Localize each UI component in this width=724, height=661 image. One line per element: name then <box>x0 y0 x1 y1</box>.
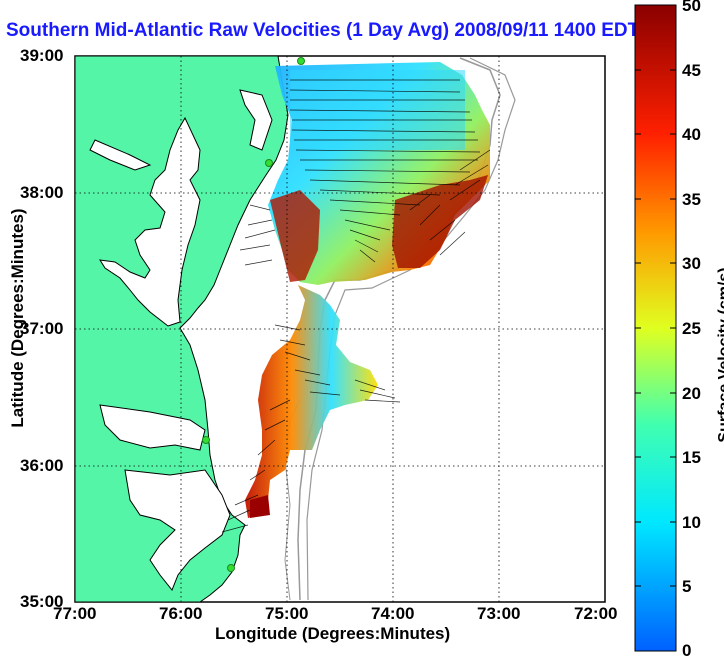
y-tick-label: 37:00 <box>20 319 64 338</box>
colorbar-tick-label: 10 <box>682 513 701 532</box>
colorbar <box>634 4 677 652</box>
x-tick-label: 73:00 <box>477 604 521 623</box>
station-marker <box>297 57 305 65</box>
y-axis-label: Latitude (Degrees:Minutes) <box>8 208 27 428</box>
velocity-field-south <box>245 285 378 518</box>
y-tick-label: 35:00 <box>20 592 64 611</box>
colorbar-ticks <box>635 4 676 587</box>
chesapeake-bay <box>99 116 201 327</box>
x-tick-label: 72:00 <box>574 604 618 623</box>
x-axis-label: Longitude (Degrees:Minutes) <box>215 624 451 643</box>
x-tick-label: 77:00 <box>53 604 97 623</box>
map-title: Southern Mid-Atlantic Raw Velocities (1 … <box>6 20 640 41</box>
colorbar-tick-label: 45 <box>682 61 701 80</box>
field-high-speed-zone <box>270 190 320 282</box>
x-tick-label: 75:00 <box>265 604 309 623</box>
colorbar-tick-label: 40 <box>682 125 701 144</box>
station-marker <box>265 159 273 167</box>
pamlico-sound <box>124 469 231 591</box>
field-high-speed-zone <box>250 495 270 518</box>
x-tick-label: 76:00 <box>159 604 203 623</box>
delaware-bay <box>239 89 273 151</box>
bathymetry-contour <box>306 57 516 601</box>
colorbar-label: Surface Velocity (cm/s) <box>716 267 724 443</box>
colorbar-tick-label: 25 <box>682 319 701 338</box>
colorbar-tick-label: 20 <box>682 384 701 403</box>
y-tick-label: 36:00 <box>20 456 64 475</box>
grid-lines <box>75 56 605 602</box>
x-tick-label: 74:00 <box>371 604 415 623</box>
colorbar-tick-label: 15 <box>682 448 701 467</box>
hf-radar-stations <box>202 57 305 572</box>
station-marker <box>202 436 210 444</box>
field-high-speed-zone <box>392 175 488 268</box>
colorbar-tick-label: 0 <box>682 641 692 660</box>
colorbar-tick-label: 5 <box>682 577 692 596</box>
bay-inlet <box>89 139 152 171</box>
station-marker <box>227 564 235 572</box>
velocity-arrows <box>221 79 491 533</box>
y-tick-label: 38:00 <box>20 183 64 202</box>
colorbar-tick-label: 35 <box>682 190 701 209</box>
colorbar-tick-label: 50 <box>682 0 701 15</box>
y-tick-label: 39:00 <box>20 46 64 65</box>
albemarle-sound <box>99 404 206 451</box>
colorbar-tick-label: 30 <box>682 254 701 273</box>
